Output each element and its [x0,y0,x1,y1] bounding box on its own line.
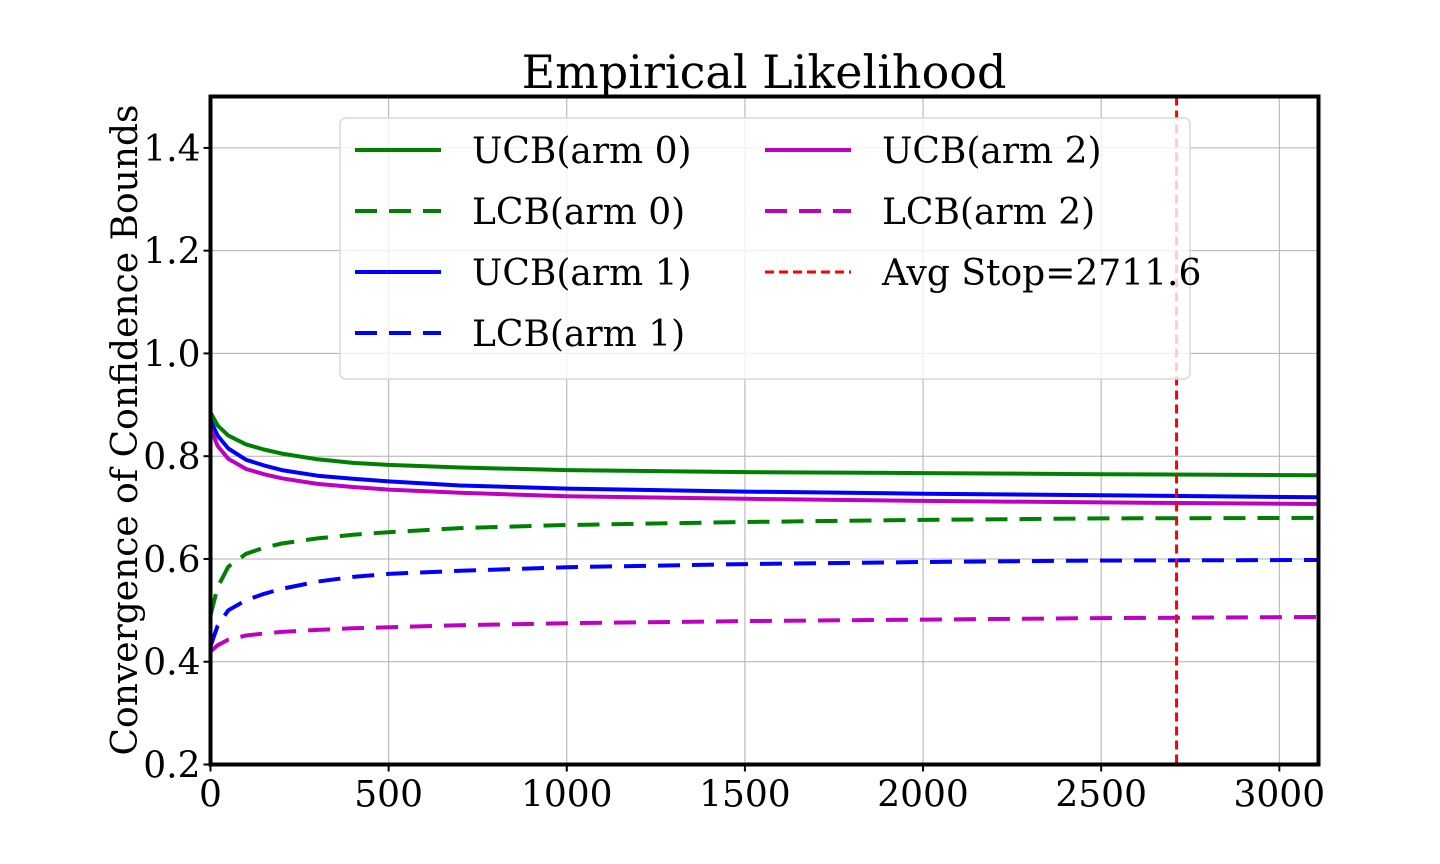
chart-title: Empirical Likelihood [522,45,1007,99]
y-axis-label: Convergence of Confidence Bounds [105,104,146,755]
series-line-lcb-arm-1 [208,558,1319,647]
legend: UCB(arm 0) LCB(arm 0) UCB(arm 1) LCB(arm 1)… [339,117,1201,380]
legend-label: UCB(arm 0) [472,131,692,172]
series-line-ucb-arm-1 [208,419,1319,500]
legend-label: UCB(arm 1) [472,253,692,294]
x-tick-label: 500 [354,775,423,816]
legend-label: LCB(arm 1) [472,314,685,355]
legend-box [339,117,1191,380]
y-tick-label: 0.8 [143,437,200,478]
series-line-lcb-arm-0 [208,515,1319,616]
y-tick-label: 0.4 [143,643,200,684]
y-tick-label: 1.2 [143,232,200,273]
legend-label: LCB(arm 0) [472,192,685,233]
y-tick-label: 1.4 [143,129,200,170]
legend-label: Avg Stop=2711.6 [881,253,1201,294]
x-tick-label: 3000 [1233,775,1325,816]
x-tick-label: 2500 [1055,775,1147,816]
x-tick-label: 0 [199,775,222,816]
y-tick-label: 1.0 [143,334,200,375]
x-tick-label: 2000 [877,775,969,816]
y-tick-label: 0.6 [143,540,200,581]
series-line-lcb-arm-2 [209,615,1319,654]
legend-label: UCB(arm 2) [882,131,1102,172]
series-layer [208,96,1319,765]
series-line-ucb-arm-0 [208,411,1319,478]
series-line-ucb-arm-2 [208,427,1319,506]
legend-label: LCB(arm 2) [882,192,1095,233]
x-tick-label: 1000 [521,775,613,816]
axis-ticks: 0 500 1000 1500 2000 2500 3000 0.2 0.4 0.6 0.8 1.0 1… [143,129,1325,816]
y-tick-label: 0.2 [143,746,200,787]
plot-frame [208,94,1321,767]
x-tick-label: 1500 [699,775,791,816]
